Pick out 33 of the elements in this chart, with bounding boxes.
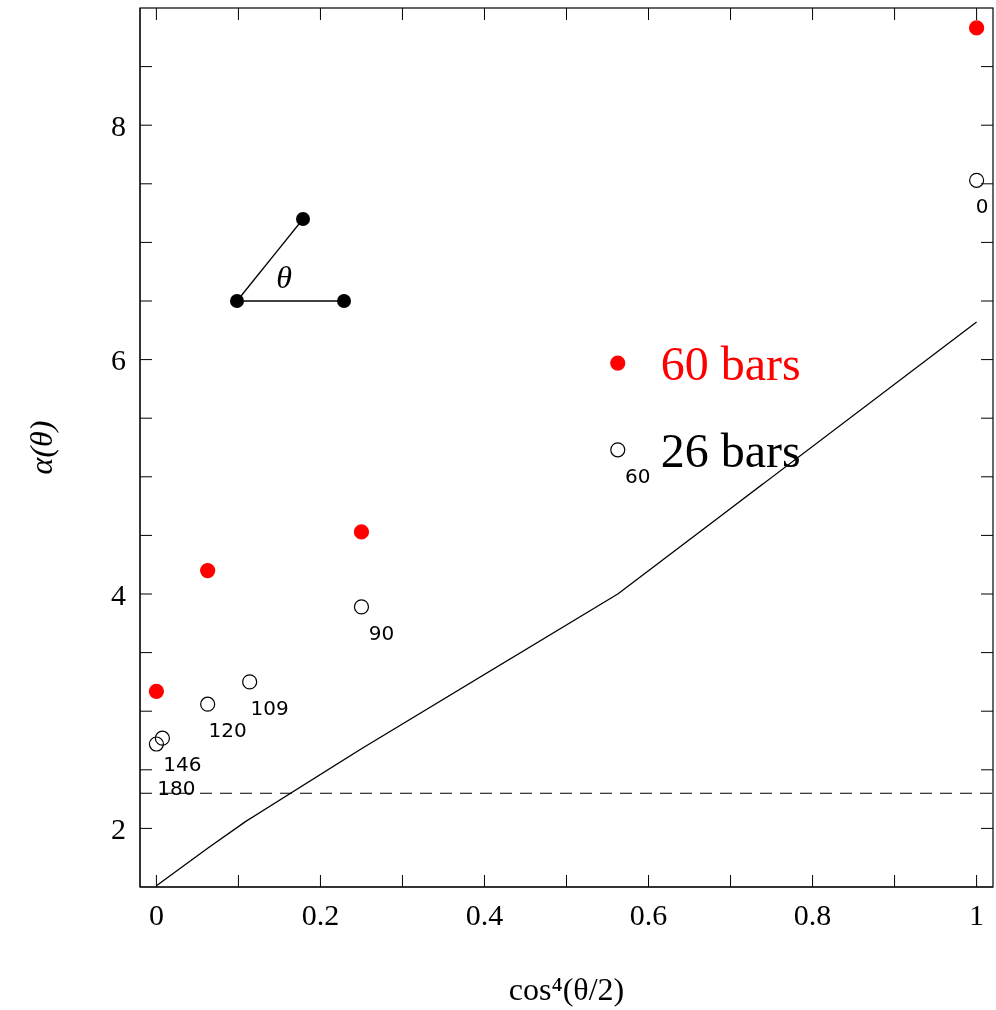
annotation: θ (276, 259, 292, 295)
annotation: 120 (208, 718, 247, 743)
point (200, 696, 216, 712)
annotation: 0 (975, 194, 989, 219)
point (969, 20, 985, 36)
point (610, 442, 626, 458)
point (242, 674, 258, 690)
x-tick-label: 0.8 (793, 898, 832, 931)
y-tick-label: 2 (111, 811, 126, 845)
point (610, 355, 626, 371)
x-tick-label: 0.6 (629, 898, 668, 931)
point (200, 562, 216, 579)
y-tick-label: 4 (111, 577, 126, 611)
series-label: 60 bars (660, 336, 801, 390)
x-tick-label: 0 (148, 898, 164, 931)
y-tick-label: 6 (111, 343, 126, 377)
point (353, 524, 370, 540)
annotation: 146 (163, 752, 202, 777)
point (148, 683, 164, 699)
x-axis-title: cos⁴(θ/2) (508, 971, 625, 1007)
x-tick-label: 0.4 (465, 898, 504, 931)
point (353, 599, 370, 615)
annotation: 60 (625, 463, 651, 488)
point (154, 730, 170, 746)
y-axis-title: α(θ) (23, 420, 59, 475)
point (148, 736, 164, 752)
annotation: 109 (250, 695, 289, 720)
annotation: 90 (368, 620, 395, 645)
x-tick-label: 0.2 (301, 898, 340, 931)
x-tick-label: 1 (969, 898, 985, 931)
series-label: 26 bars (660, 423, 801, 477)
y-tick-label: 8 (111, 108, 126, 142)
point (969, 172, 985, 188)
